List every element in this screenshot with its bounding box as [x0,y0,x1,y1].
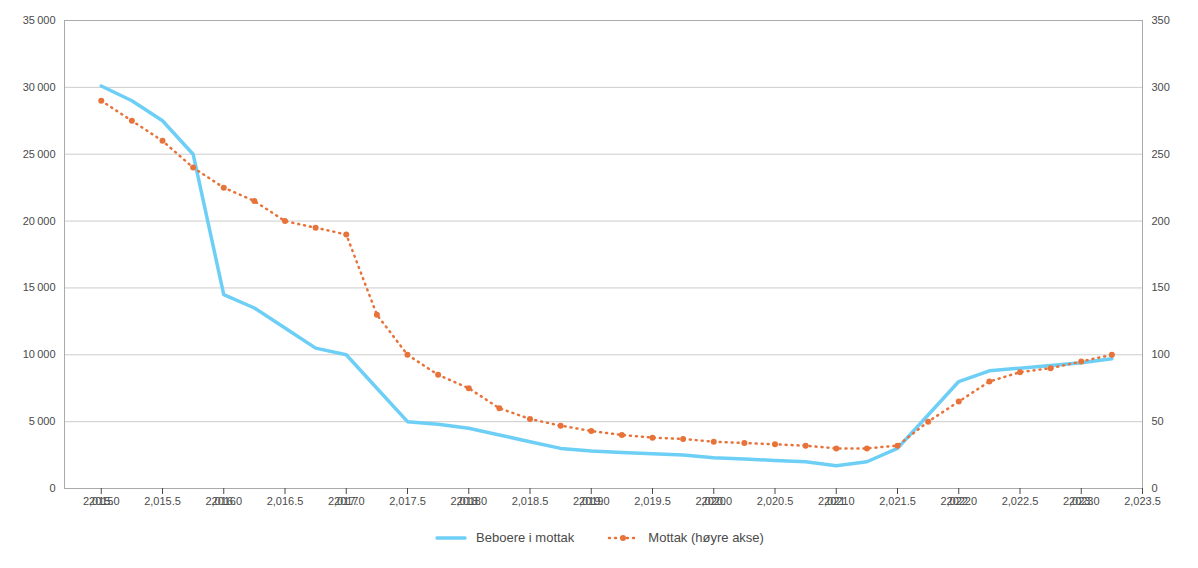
svg-text:100: 100 [1152,348,1170,360]
svg-text:300: 300 [1152,81,1170,93]
svg-text:2,019.5: 2,019.5 [634,495,671,507]
svg-text:150: 150 [1152,281,1170,293]
svg-text:200: 200 [1152,215,1170,227]
svg-text:2,020.5: 2,020.5 [757,495,794,507]
svg-text:2,021.5: 2,021.5 [879,495,916,507]
svg-text:25 000: 25 000 [23,148,56,160]
svg-text:350: 350 [1152,14,1170,26]
svg-text:35 000: 35 000 [23,14,56,26]
svg-text:5 000: 5 000 [29,415,56,427]
svg-text:2,021.0: 2,021.0 [818,495,855,507]
svg-text:50: 50 [1152,415,1164,427]
svg-text:0: 0 [1152,482,1158,494]
svg-text:2,017.5: 2,017.5 [389,495,426,507]
svg-text:10 000: 10 000 [23,348,56,360]
svg-text:2,019.0: 2,019.0 [573,495,610,507]
html-text:Beboere i mottak: Beboere i mottak [476,530,575,545]
svg-text:250: 250 [1152,148,1170,160]
svg-text:0: 0 [49,482,55,494]
svg-text:2,017.0: 2,017.0 [328,495,365,507]
svg-text:2,023.0: 2,023.0 [1063,495,1100,507]
svg-text:2,016.5: 2,016.5 [267,495,304,507]
svg-text:2,016.0: 2,016.0 [205,495,242,507]
svg-text:2,022.5: 2,022.5 [1002,495,1039,507]
svg-text:2,022.0: 2,022.0 [940,495,977,507]
html-text:Mottak (høyre akse): Mottak (høyre akse) [648,530,764,545]
svg-text:2,018.0: 2,018.0 [450,495,487,507]
svg-text:20 000: 20 000 [23,215,56,227]
svg-text:2,015.5: 2,015.5 [144,495,181,507]
svg-text:30 000: 30 000 [23,81,56,93]
svg-text:15 000: 15 000 [23,281,56,293]
svg-text:2,015.0: 2,015.0 [83,495,120,507]
svg-text:2,020.0: 2,020.0 [695,495,732,507]
svg-text:2,023.5: 2,023.5 [1124,495,1161,507]
svg-text:2,018.5: 2,018.5 [512,495,549,507]
